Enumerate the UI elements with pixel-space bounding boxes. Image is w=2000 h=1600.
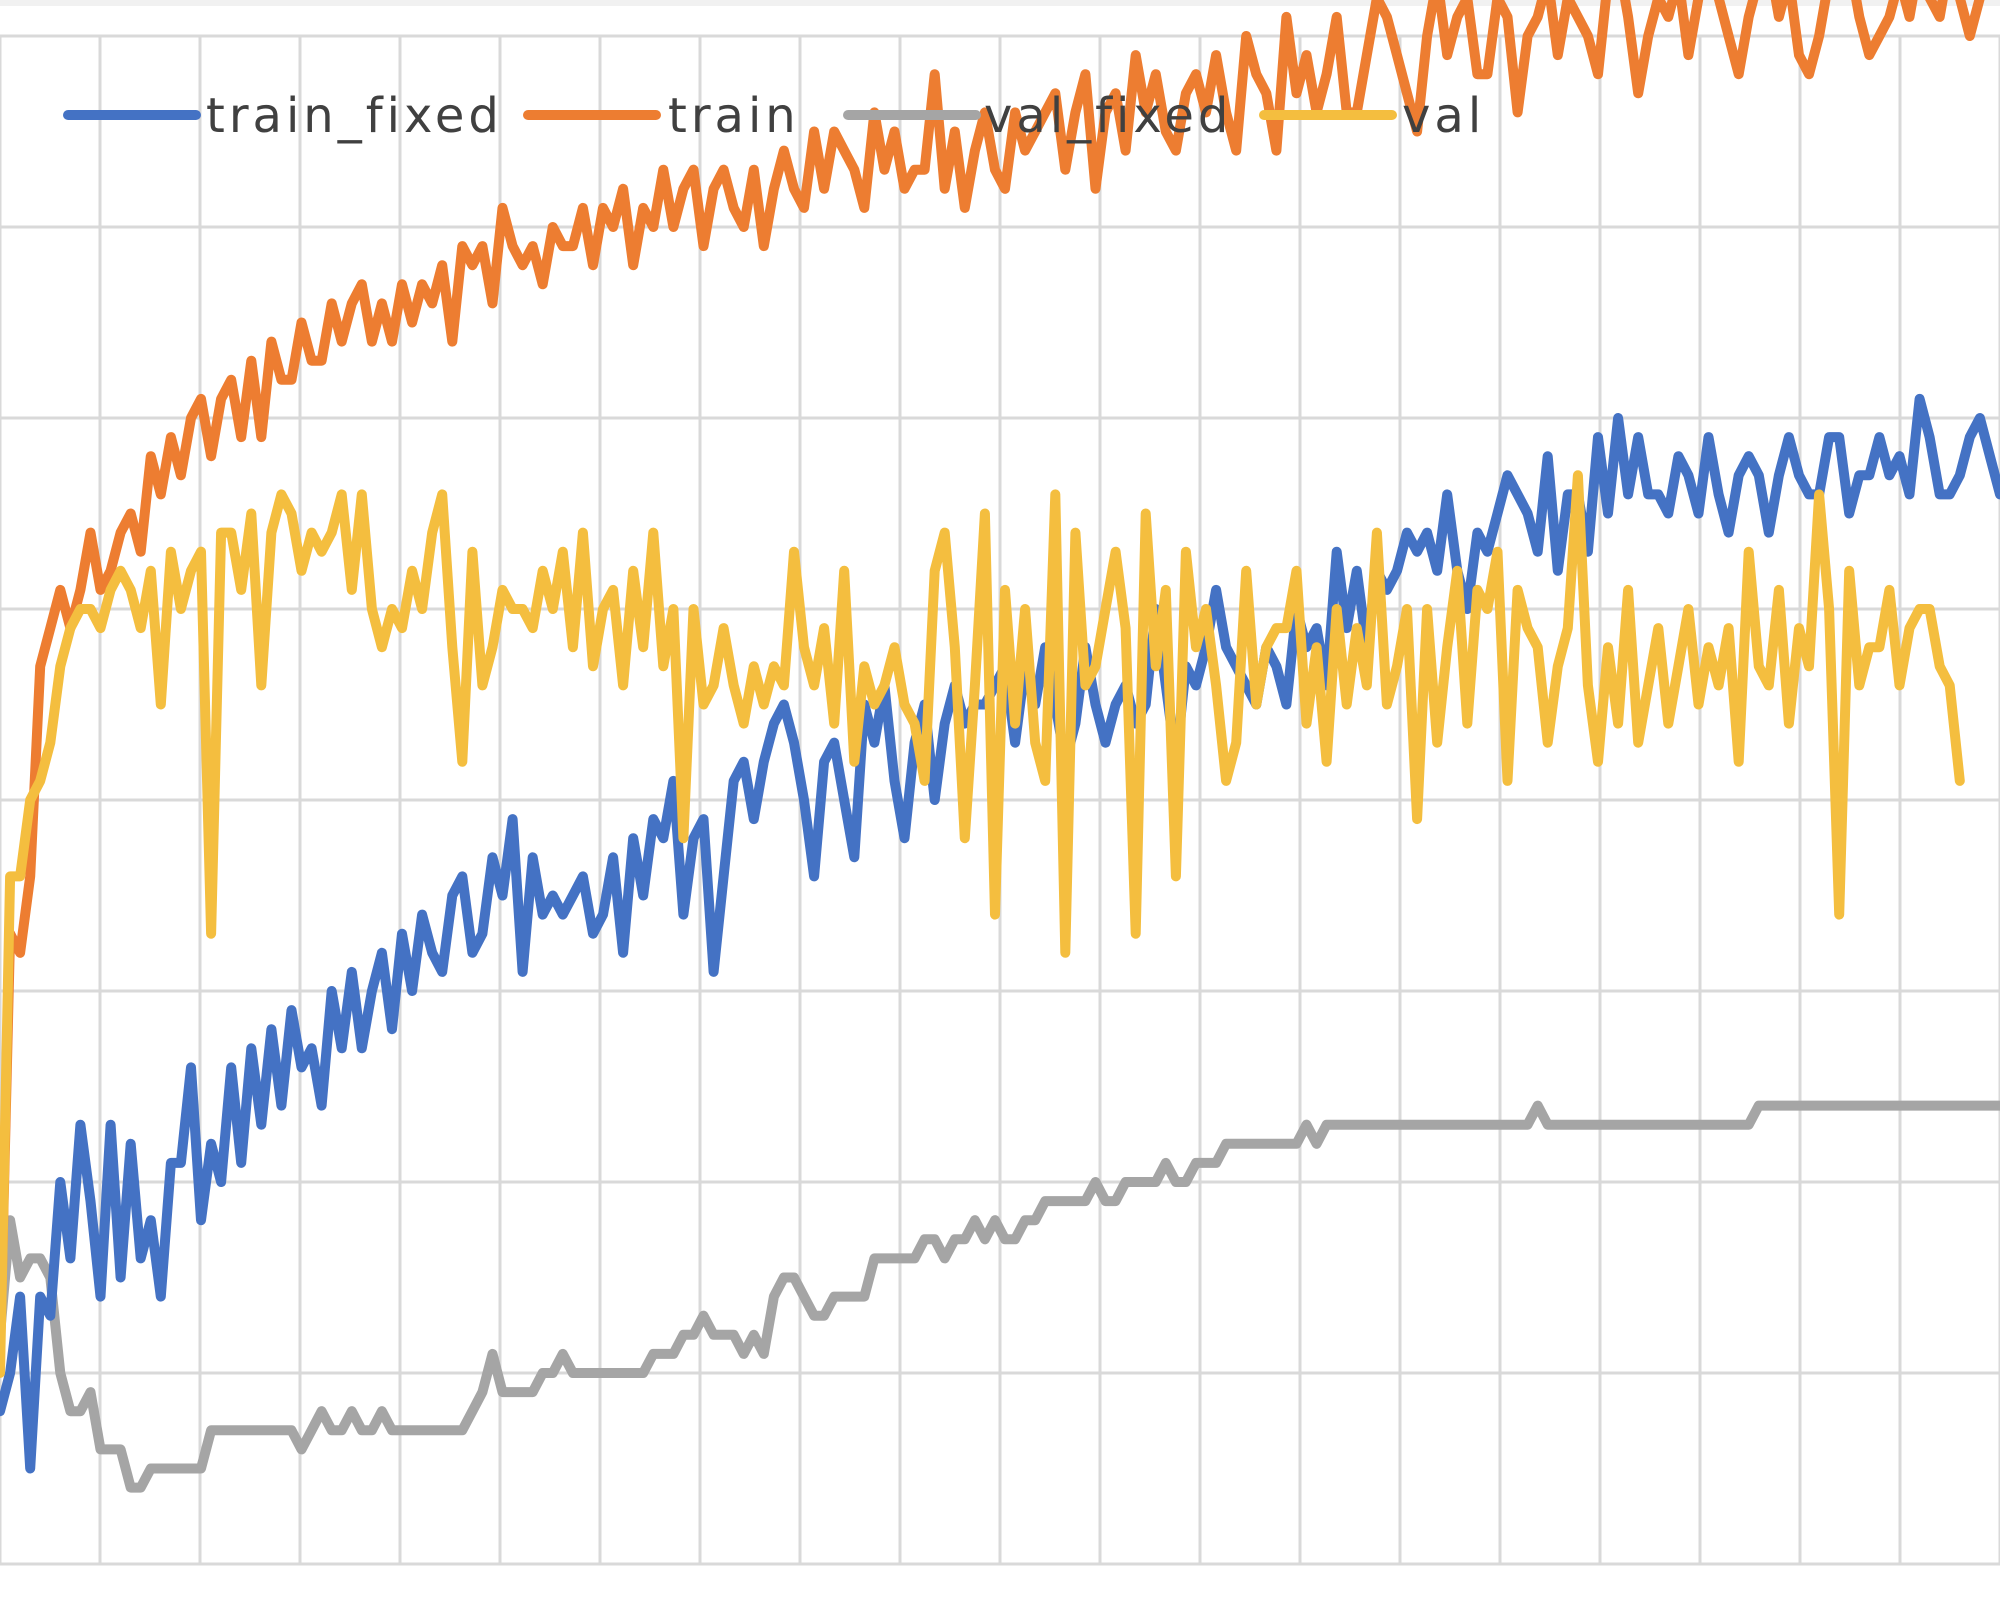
series-line-val — [0, 470, 1965, 1378]
legend-item-val: val — [1259, 88, 1485, 144]
chart-legend: train_fixed train val_fixed val — [63, 88, 1485, 144]
legend-label-val-fixed: val_fixed — [984, 88, 1232, 144]
legend-item-train-fixed: train_fixed — [63, 88, 503, 144]
legend-item-train: train — [523, 88, 800, 144]
legend-label-train-fixed: train_fixed — [206, 88, 503, 144]
chart-grid — [0, 34, 2000, 1566]
series-line-val-fixed — [0, 1100, 2000, 1493]
legend-item-val-fixed: val_fixed — [843, 88, 1232, 144]
series-lines — [0, 0, 2000, 1493]
top-border-strip — [0, 0, 2000, 6]
legend-label-val: val — [1402, 88, 1485, 144]
legend-label-train: train — [668, 88, 800, 144]
series-line-train — [0, 0, 1985, 1359]
